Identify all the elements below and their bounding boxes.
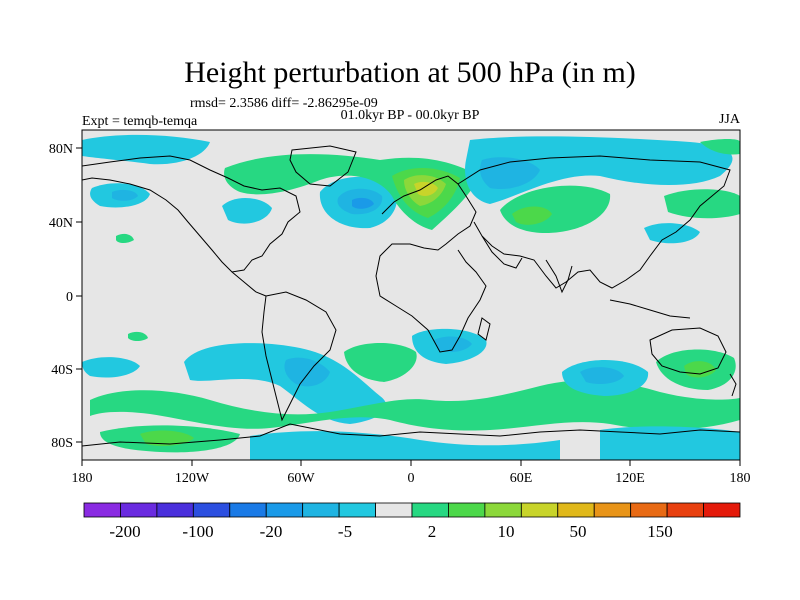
lat-tick-label: 40S <box>51 363 73 378</box>
colorbar-label: 150 <box>647 522 673 541</box>
colorbar-swatch <box>375 502 413 518</box>
contour-pos-arctic-east <box>700 139 740 155</box>
colorbar-swatch <box>120 502 158 518</box>
colorbar-swatch <box>156 502 194 518</box>
map-panel <box>82 130 740 460</box>
contour-neg-west-pacific <box>644 223 700 244</box>
coast-australia <box>649 327 727 375</box>
colorbar <box>83 502 741 518</box>
lat-tick-label: 0 <box>66 290 73 305</box>
lon-tick-label: 180 <box>72 471 93 486</box>
coast-indonesia <box>609 299 691 319</box>
colorbar-swatch <box>229 502 267 518</box>
contour-pos-south-ocean-band <box>90 380 740 431</box>
contour-neg-south-east-pacific <box>82 357 140 378</box>
colorbar-label: -200 <box>109 522 140 541</box>
contour-pos-antarctic-core <box>140 430 194 446</box>
coast-greenland <box>289 145 357 187</box>
colorbar-swatch <box>411 502 449 518</box>
colorbar-swatch <box>448 502 486 518</box>
colorbar-swatch <box>302 502 340 518</box>
contour-pos-patch-atlantic <box>128 331 148 341</box>
colorbar-label: -20 <box>260 522 283 541</box>
lon-tick-label: 0 <box>408 471 415 486</box>
colorbar-label: 50 <box>570 522 587 541</box>
contour-neg-antarctic-east <box>600 426 740 460</box>
contour-neg-antarctic <box>250 431 560 460</box>
contour-neg-south-pacific <box>184 343 387 424</box>
lat-tick-label: 80N <box>49 142 73 157</box>
colorbar-label: 2 <box>428 522 437 541</box>
contour-neg-south-pacific-core <box>284 357 330 387</box>
colorbar-swatch <box>338 502 376 518</box>
coast-arabia <box>481 235 523 269</box>
colorbar-swatch <box>484 502 522 518</box>
stats-text: rmsd= 2.3586 diff= -2.86295e-09 <box>190 96 378 111</box>
contour-fills <box>82 134 740 460</box>
contour-neg-hudson <box>222 197 272 224</box>
colorbar-swatch <box>265 502 304 518</box>
coast-north-america <box>82 155 301 273</box>
coast-madagascar <box>477 317 491 341</box>
experiment-text: Expt = temqb-temqa <box>82 114 198 129</box>
lon-axis: 180 120W 60W 0 60E 120E 180 <box>72 460 751 486</box>
contour-pos-central-asia-core <box>512 206 552 225</box>
lat-tick-label: 80S <box>51 436 73 451</box>
colorbar-swatch <box>83 502 121 518</box>
colorbar-swatch <box>520 502 559 518</box>
coast-new-zealand <box>729 373 737 397</box>
period-text: 01.0kyr BP - 00.0kyr BP <box>341 108 480 123</box>
coast-south-america <box>261 291 337 422</box>
contour-neg-indian-south-core <box>580 367 624 384</box>
colorbar-swatch <box>192 502 231 518</box>
coast-antarctica <box>82 423 740 447</box>
colorbar-swatch <box>557 502 595 518</box>
colorbar-swatch <box>703 502 741 518</box>
contour-neg-siberia-core <box>480 157 540 190</box>
colorbar-swatch <box>593 502 632 518</box>
contour-pos-south-atlantic <box>344 343 417 382</box>
colorbar-labels: -200 -100 -20 -5 2 10 50 150 <box>109 522 672 541</box>
coast-central-america <box>231 271 267 297</box>
coast-europe-africa <box>375 175 487 353</box>
colorbar-swatch <box>666 502 704 518</box>
lat-axis: 80N 40N 0 40S 80S <box>49 142 82 451</box>
coast-asia <box>457 155 731 289</box>
colorbar-label: 10 <box>498 522 515 541</box>
coast-india <box>545 259 573 294</box>
lon-tick-label: 60W <box>287 471 315 486</box>
contour-neg-north-pacific <box>82 134 210 165</box>
contour-pos-europe-peak <box>414 181 438 196</box>
coastlines <box>82 145 740 447</box>
colorbar-label: -5 <box>338 522 352 541</box>
season-text: JJA <box>719 112 741 127</box>
colorbar-label: -100 <box>182 522 213 541</box>
colorbar-swatch <box>630 502 668 518</box>
contour-neg-atlantic-peak <box>352 197 374 209</box>
lat-tick-label: 40N <box>49 216 73 231</box>
lon-tick-label: 180 <box>730 471 751 486</box>
lon-tick-label: 60E <box>510 471 533 486</box>
contour-neg-south-africa-core <box>434 336 472 352</box>
contour-neg-aleutian-core <box>112 189 138 201</box>
lon-tick-label: 120E <box>615 471 645 486</box>
lon-tick-label: 120W <box>175 471 210 486</box>
contour-neg-siberia <box>465 136 733 204</box>
contour-pos-patch-pacific <box>116 233 134 243</box>
figure-title: Height perturbation at 500 hPa (in m) <box>184 56 636 89</box>
